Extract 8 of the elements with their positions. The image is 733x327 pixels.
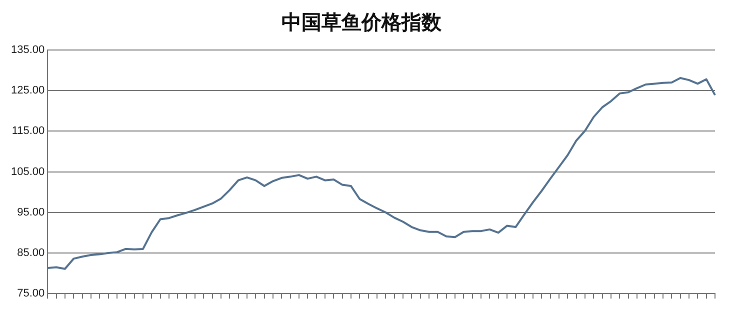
y-tick-label: 105.00 bbox=[10, 166, 45, 178]
y-tick-label: 75.00 bbox=[17, 288, 45, 300]
y-tick-label: 95.00 bbox=[17, 206, 45, 218]
y-tick-label: 125.00 bbox=[10, 84, 45, 97]
y-tick-label: 85.00 bbox=[17, 247, 45, 260]
y-tick-label: 135.00 bbox=[10, 44, 45, 56]
y-tick-label: 115.00 bbox=[12, 125, 45, 138]
chart-title: 中国草鱼价格指数 bbox=[282, 10, 442, 34]
